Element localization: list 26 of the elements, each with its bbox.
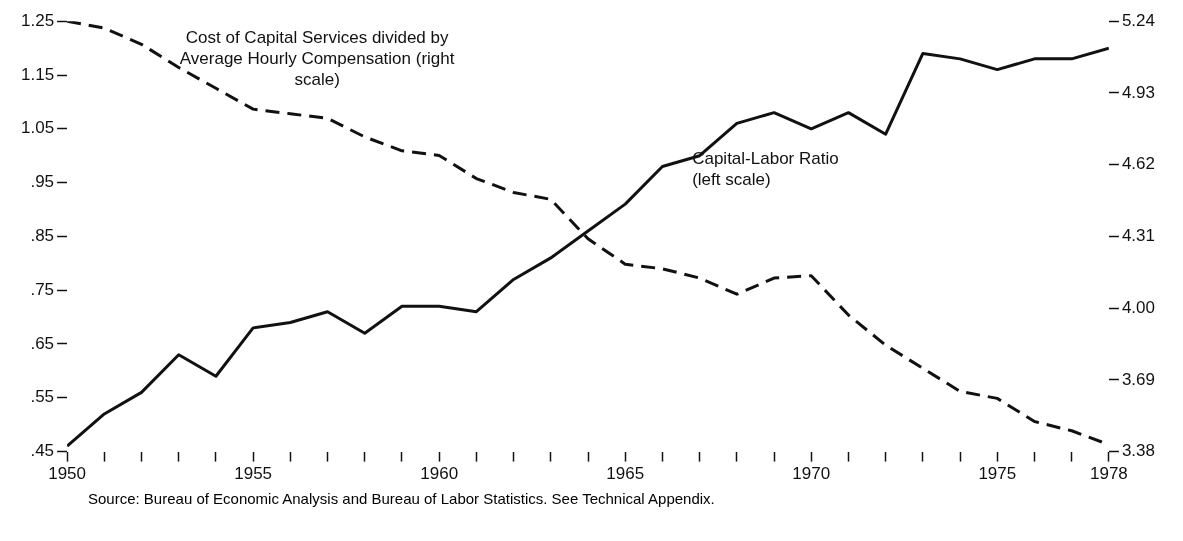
source-note: Source: Bureau of Economic Analysis and Bureau of Labor Statistics. See Technical Appendix.	[88, 490, 716, 507]
series-label: Capital-Labor Ratio (left scale)	[692, 148, 839, 189]
y2-tick-label: 4.31	[1121, 226, 1156, 246]
x-tick-label: 1978	[1090, 464, 1128, 484]
y2-tick-label: 3.38	[1121, 441, 1156, 461]
y-tick-label: .95	[30, 172, 55, 192]
y2-tick-label: 4.00	[1121, 297, 1156, 317]
y-tick-label: .45	[30, 441, 55, 461]
y2-tick-label: 4.93	[1121, 82, 1156, 102]
x-tick-label: 1970	[792, 464, 831, 484]
x-tick-label: 1965	[606, 464, 645, 484]
y2-tick-label: 5.24	[1121, 10, 1156, 30]
y-tick-label: .55	[30, 387, 55, 407]
x-tick-label: 1950	[48, 464, 86, 484]
y-tick-label: .75	[30, 279, 55, 299]
y-tick-label: 1.05	[20, 118, 55, 138]
x-tick-label: 1955	[234, 464, 273, 484]
y-tick-label: .65	[30, 333, 55, 353]
x-tick-label: 1975	[978, 464, 1017, 484]
y2-tick-label: 3.69	[1121, 369, 1156, 389]
y-tick-label: 1.15	[20, 64, 55, 84]
y2-tick-label: 4.62	[1121, 154, 1156, 174]
x-tick-label: 1960	[420, 464, 459, 484]
series-label: Cost of Capital Services divided by Average Hourly Compensation (right scale)	[179, 28, 455, 89]
y-tick-label: 1.25	[20, 10, 55, 30]
y-tick-label: .85	[30, 226, 55, 246]
